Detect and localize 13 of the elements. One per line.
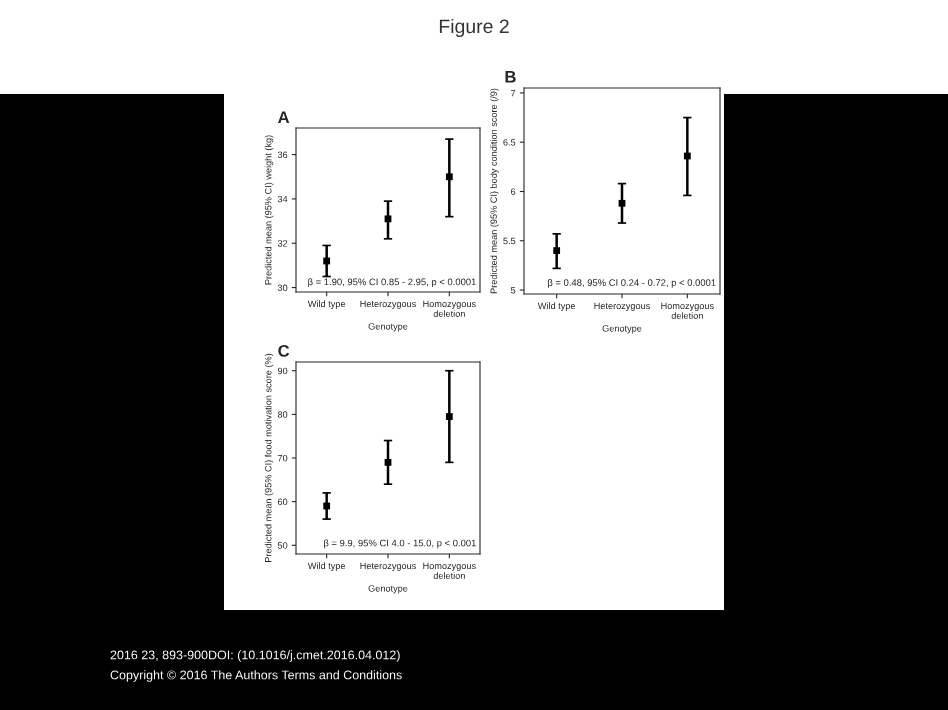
point	[384, 215, 392, 223]
point	[323, 257, 331, 265]
chart-title: A	[278, 111, 290, 123]
point	[683, 152, 691, 160]
chart-title: B	[505, 71, 516, 83]
point	[445, 413, 453, 420]
point	[445, 173, 453, 181]
point	[553, 247, 561, 255]
point	[323, 502, 331, 510]
caption: Figure 2	[439, 18, 509, 38]
point	[384, 458, 392, 466]
chart-title: C	[278, 344, 290, 357]
point	[618, 199, 626, 207]
